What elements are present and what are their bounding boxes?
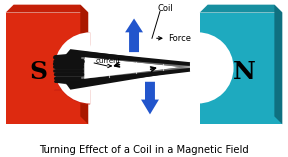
Ellipse shape xyxy=(85,14,203,122)
Polygon shape xyxy=(55,52,84,87)
Text: Turning Effect of a Coil in a Magnetic Field: Turning Effect of a Coil in a Magnetic F… xyxy=(39,145,249,155)
Polygon shape xyxy=(65,66,190,90)
Text: Force: Force xyxy=(168,34,191,43)
Polygon shape xyxy=(65,49,190,68)
Polygon shape xyxy=(80,5,88,124)
Polygon shape xyxy=(200,13,282,124)
Polygon shape xyxy=(6,13,88,124)
Polygon shape xyxy=(141,82,159,114)
Text: Coil: Coil xyxy=(157,4,173,13)
Wedge shape xyxy=(198,32,234,103)
Text: N: N xyxy=(233,60,256,84)
Polygon shape xyxy=(274,5,282,124)
Text: S: S xyxy=(29,60,48,84)
Wedge shape xyxy=(54,32,90,103)
Polygon shape xyxy=(6,5,88,13)
Text: current: current xyxy=(95,58,121,64)
Polygon shape xyxy=(125,19,143,52)
Polygon shape xyxy=(200,5,282,13)
